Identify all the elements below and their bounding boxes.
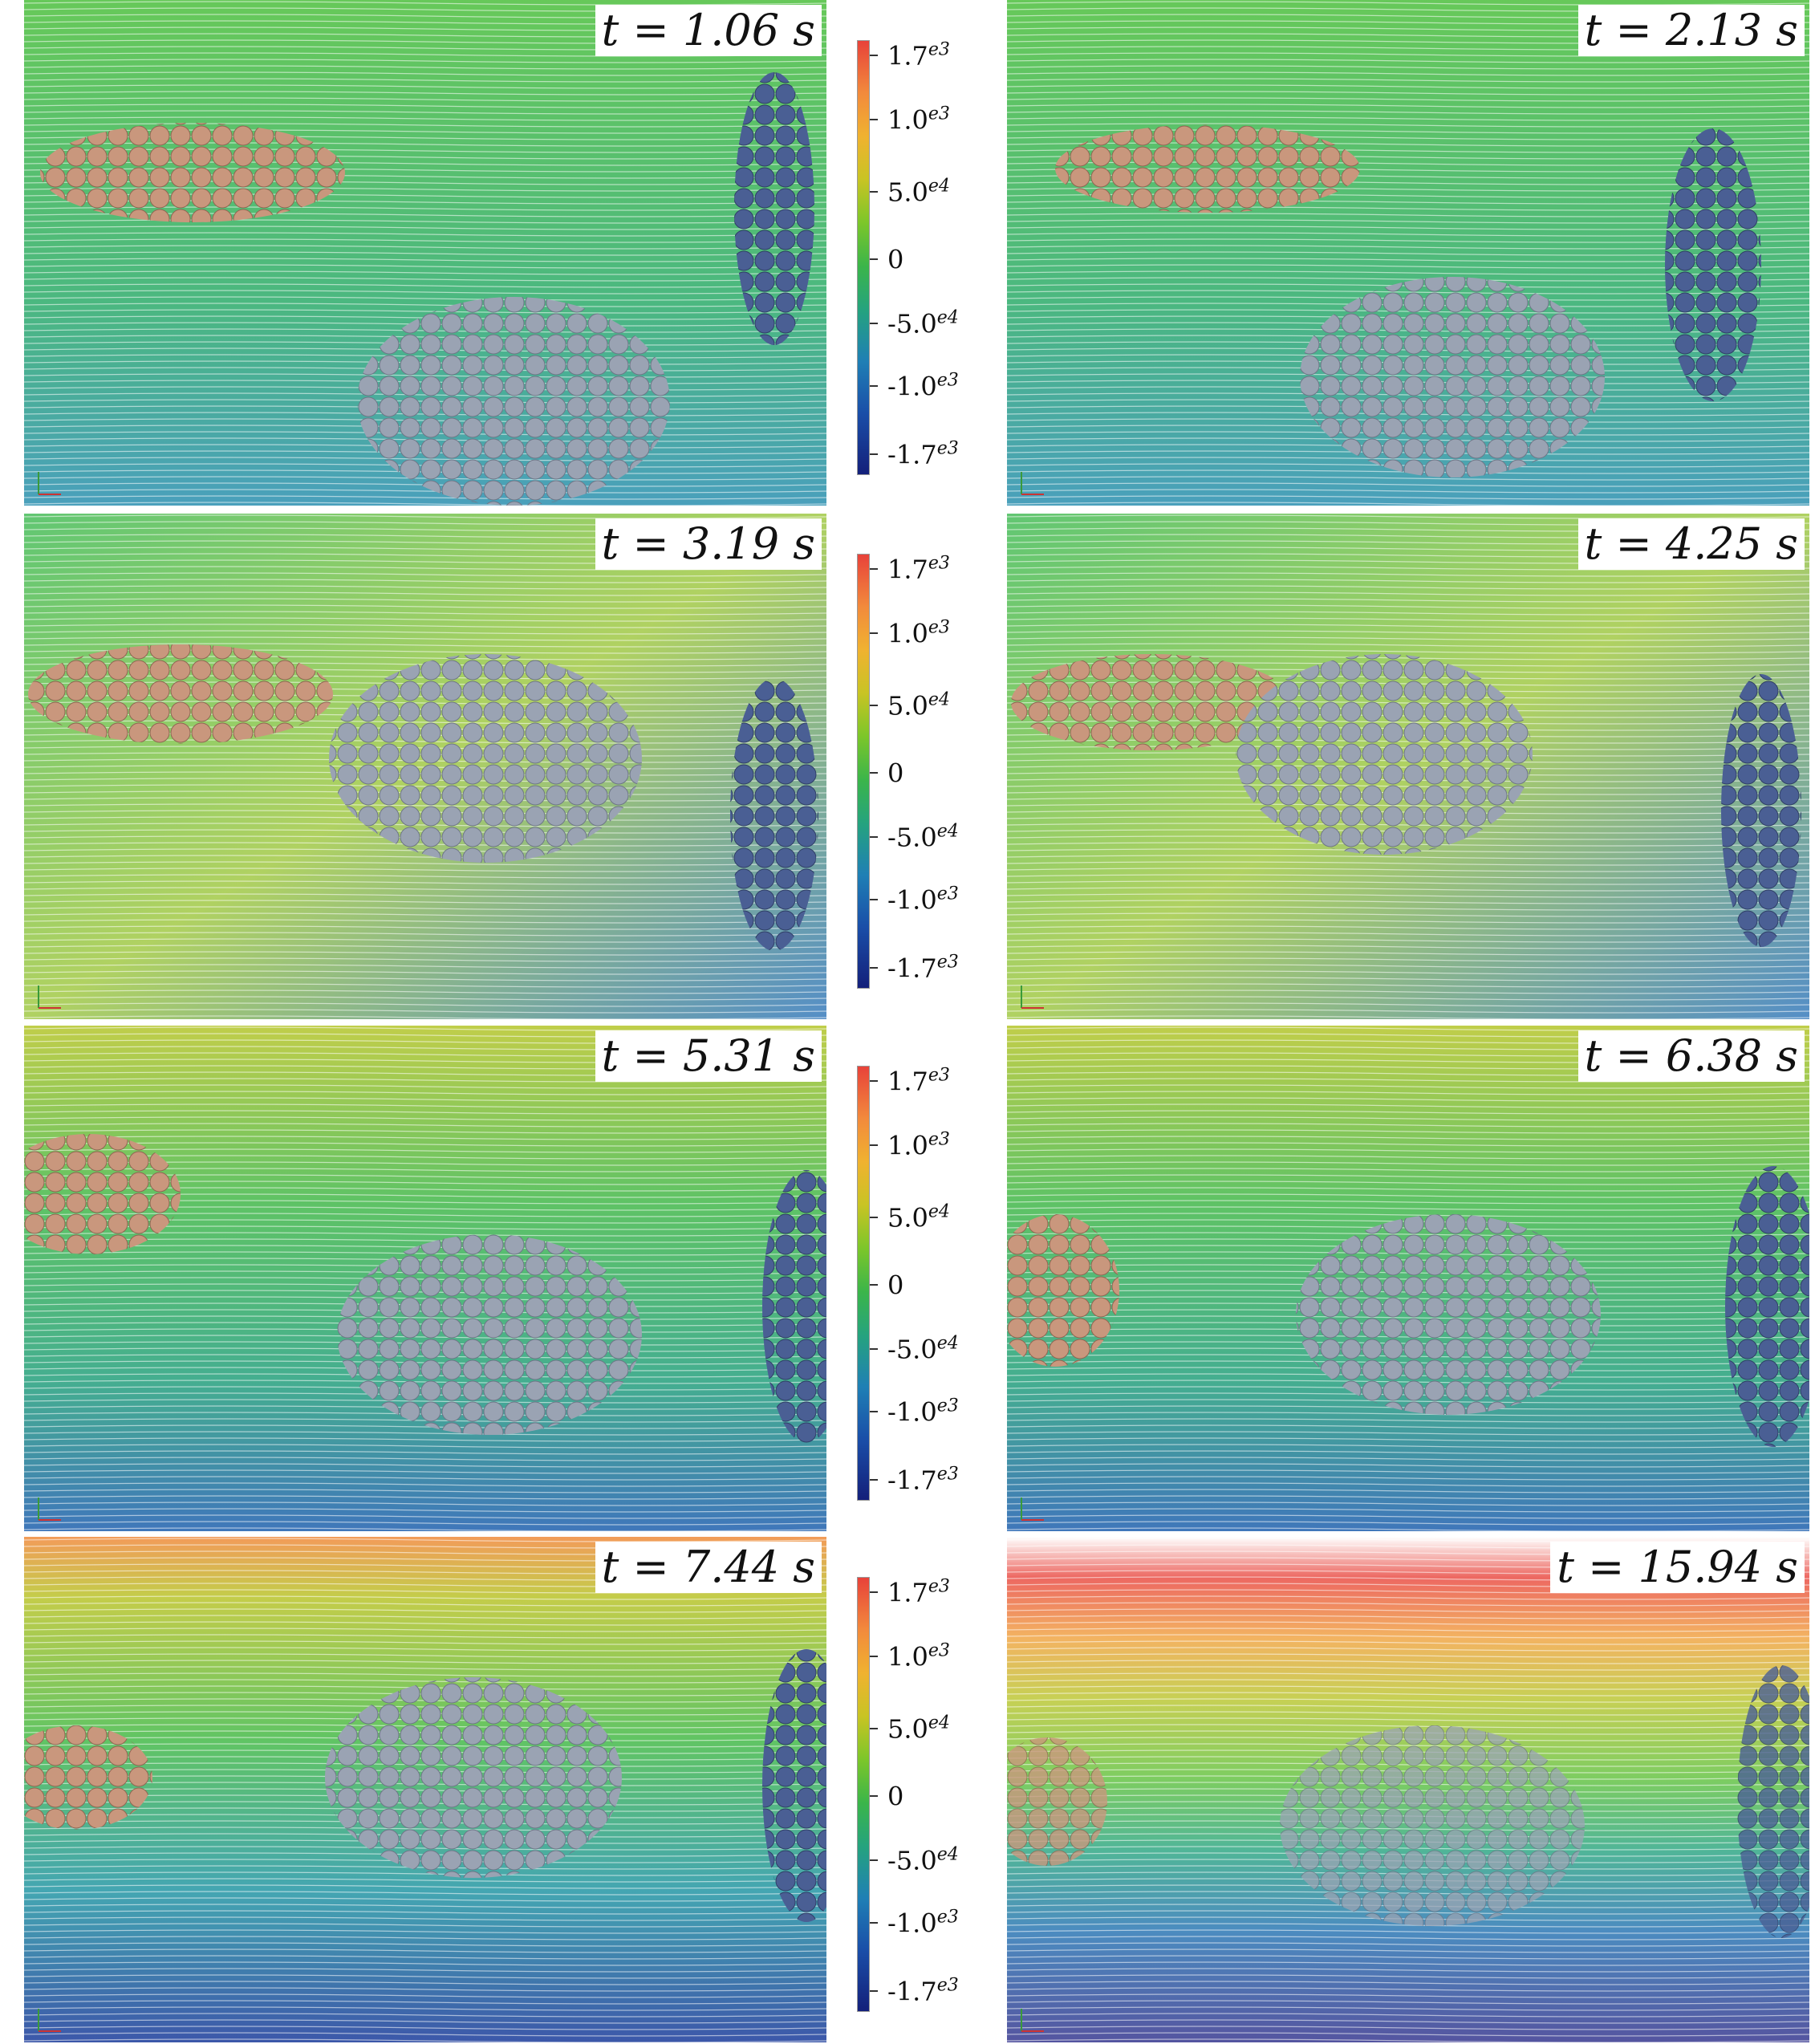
blue-particle-cluster [762,1649,826,1922]
grey-particle-cluster [1296,1214,1601,1415]
colorbar-label: 1.7e3 [887,553,950,585]
axes-triad-icon [1021,1497,1044,1521]
flow-visualization [1007,514,1809,1019]
colorbar-label: -1.0e3 [887,1396,959,1428]
blue-particle-cluster [1725,1166,1809,1447]
flow-visualization [24,1537,826,2042]
flow-visualization [24,514,826,1019]
pink-particle-cluster [1007,1214,1119,1367]
blue-particle-cluster [1737,1665,1809,1938]
colorbar-label: 1.7e3 [887,1576,950,1608]
pink-particle-cluster [1007,1737,1107,1866]
panel-t6: t = 6.38 s [1007,1026,1809,1531]
panel-t4: t = 4.25 s [1007,514,1809,1019]
time-label: t = 2.13 s [1577,5,1805,56]
time-label: t = 3.19 s [595,518,822,570]
colorbar-label: 1.0e3 [887,104,950,136]
colorbar-label: 0 [887,1270,904,1301]
flow-visualization [1007,1537,1809,2042]
axes-triad-icon [38,2009,61,2032]
colorbar-label: -5.0e4 [887,821,959,853]
grey-particle-cluster [1300,277,1605,477]
axes-triad-icon [38,472,61,495]
colorbar-label: 0 [887,1781,904,1812]
row-4: t = 7.44 s 1.7e3 1.0e3 5.0e4 0 -5.0e4 -1… [0,1537,1819,2042]
colorbar: 1.7e3 1.0e3 5.0e4 0 -5.0e4 -1.0e3 -1.7e3 [851,0,979,506]
panel-t3: t = 3.19 s [24,514,826,1019]
grey-particle-cluster [1280,1725,1585,1926]
grey-particle-cluster [357,297,670,506]
colorbar-label: -5.0e4 [887,1333,959,1365]
flow-visualization [24,0,826,506]
colorbar-label: 5.0e4 [887,1713,950,1745]
colorbar-label: 5.0e4 [887,689,950,721]
colorbar-label: -1.0e3 [887,1907,959,1939]
panel-t8: t = 15.94 s [1007,1537,1809,2042]
axes-triad-icon [38,1497,61,1521]
colorbar-gradient [857,40,870,475]
pink-particle-cluster [1055,124,1360,213]
grey-particle-cluster [329,654,642,863]
blue-particle-cluster [1721,674,1801,947]
panel-t1: t = 1.06 s [24,0,826,506]
panel-t2: t = 2.13 s [1007,0,1809,506]
panel-t7: t = 7.44 s [24,1537,826,2042]
row-1: t = 1.06 s 1.7e3 1.0e3 5.0e4 0 -5.0e4 -1… [0,0,1819,506]
axes-triad-icon [1021,985,1044,1009]
axes-triad-icon [1021,472,1044,495]
row-2: t = 3.19 s 1.7e3 1.0e3 5.0e4 0 -5.0e4 -1… [0,514,1819,1019]
pink-particle-cluster [1011,654,1292,750]
colorbar-label: -1.7e3 [887,1464,959,1496]
colorbar-label: -1.0e3 [887,370,959,402]
flow-visualization [1007,0,1809,506]
time-label: t = 6.38 s [1577,1030,1805,1082]
grey-particle-cluster [325,1677,622,1878]
time-label: t = 5.31 s [595,1030,822,1082]
colorbar-label: 5.0e4 [887,176,950,208]
time-label: t = 4.25 s [1577,518,1805,570]
colorbar-label: 1.0e3 [887,1129,950,1161]
colorbar-label: 0 [887,244,904,275]
colorbar-label: -1.7e3 [887,438,959,470]
colorbar-gradient [857,1066,870,1501]
grey-particle-cluster [337,1234,642,1435]
blue-particle-cluster [762,1170,826,1443]
colorbar-label: 5.0e4 [887,1201,950,1233]
axes-triad-icon [38,985,61,1009]
row-3: t = 5.31 s 1.7e3 1.0e3 5.0e4 0 -5.0e4 -1… [0,1026,1819,1531]
pink-particle-cluster [24,1134,181,1254]
blue-particle-cluster [730,678,818,951]
grey-particle-cluster [1236,654,1533,855]
colorbar-label: 1.0e3 [887,1640,950,1672]
flow-visualization [1007,1026,1809,1531]
time-label: t = 15.94 s [1550,1542,1805,1593]
colorbar: 1.7e3 1.0e3 5.0e4 0 -5.0e4 -1.0e3 -1.7e3 [851,1537,979,2042]
colorbar-label: 1.7e3 [887,1065,950,1097]
blue-particle-cluster [1665,128,1761,401]
pink-particle-cluster [24,1725,152,1830]
colorbar-gradient [857,1577,870,2012]
axes-triad-icon [1021,2009,1044,2032]
colorbar-label: -1.0e3 [887,884,959,916]
colorbar-label: -5.0e4 [887,307,959,339]
colorbar-label: 1.7e3 [887,39,950,71]
pink-particle-cluster [40,123,345,222]
pink-particle-cluster [28,644,333,744]
blue-particle-cluster [734,72,814,345]
panel-t5: t = 5.31 s [24,1026,826,1531]
colorbar: 1.7e3 1.0e3 5.0e4 0 -5.0e4 -1.0e3 -1.7e3 [851,514,979,1019]
flow-visualization [24,1026,826,1531]
colorbar-label: -1.7e3 [887,952,959,984]
colorbar-gradient [857,554,870,989]
colorbar: 1.7e3 1.0e3 5.0e4 0 -5.0e4 -1.0e3 -1.7e3 [851,1026,979,1531]
colorbar-label: 0 [887,758,904,789]
time-label: t = 7.44 s [595,1542,822,1593]
colorbar-label: -5.0e4 [887,1844,959,1876]
time-label: t = 1.06 s [595,5,822,56]
colorbar-label: 1.0e3 [887,617,950,649]
colorbar-label: -1.7e3 [887,1975,959,2007]
